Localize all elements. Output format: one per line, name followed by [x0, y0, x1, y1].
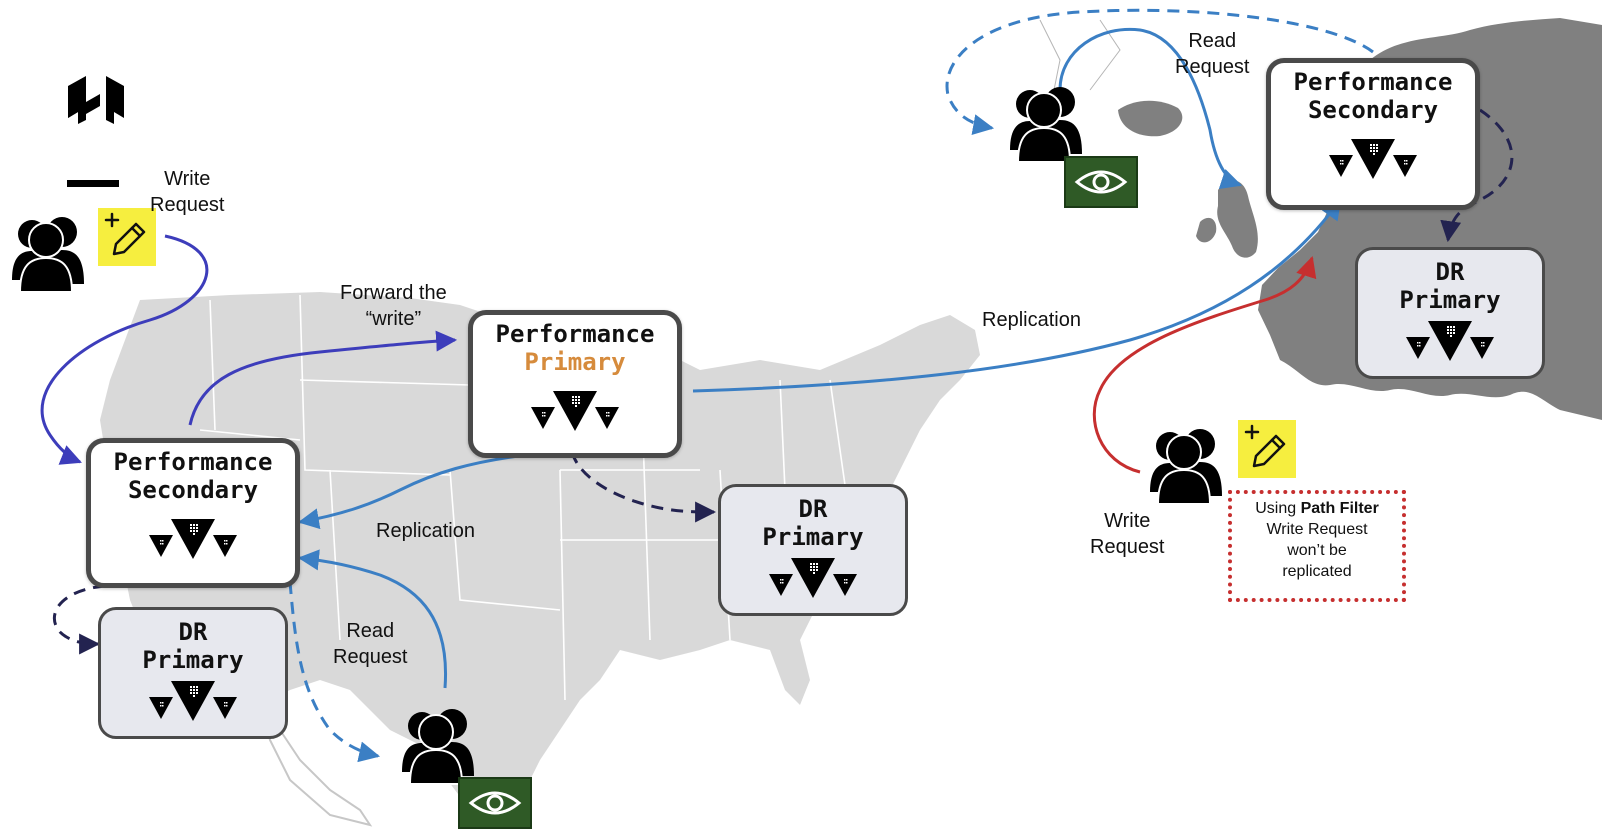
greenland-coast-2: [1089, 19, 1121, 91]
node-eu-performance-secondary: Performance Secondary: [1266, 58, 1480, 210]
vault-triangles-icon: [1329, 139, 1417, 179]
read-dashed-arrow-us: [288, 581, 381, 763]
note-line-1: Using Path Filter: [1232, 498, 1402, 519]
note-line-2: Write Request: [1266, 521, 1368, 538]
label-line: “write”: [365, 308, 422, 330]
vault-triangles-icon: [149, 681, 237, 721]
node-title-line2: Primary: [142, 646, 244, 674]
users-icon: [401, 708, 475, 785]
label-line: Read: [346, 620, 395, 642]
node-eu-dr-primary: DR Primary: [1355, 247, 1545, 379]
label-forward-write: Forward the “write”: [340, 280, 447, 332]
forward-write-arrow: [188, 330, 458, 426]
dr-dashed-arrow-center: [570, 451, 717, 523]
edit-pencil-icon: [1236, 418, 1298, 480]
label-line: Request: [150, 194, 225, 216]
vault-triangles-icon: [149, 519, 237, 559]
label-line: Write: [164, 168, 211, 190]
edit-pencil-icon: [96, 206, 158, 268]
header-rule: [67, 180, 119, 187]
dr-dashed-arrow-west: [53, 584, 106, 655]
node-title-line2: Primary: [524, 348, 626, 376]
node-title-line2: Primary: [1399, 286, 1501, 314]
vault-triangles-icon: [531, 391, 619, 431]
users-icon: [11, 216, 85, 293]
label-write-request-eu: Write Request: [1090, 508, 1165, 560]
node-title-line1: Performance: [495, 320, 655, 348]
label-line: Forward the: [340, 282, 447, 304]
node-title-line2: Primary: [762, 523, 864, 551]
node-title-line1: Performance: [113, 448, 273, 476]
node-title-line1: DR: [798, 495, 828, 523]
note-bold: Path Filter: [1300, 500, 1379, 517]
label-line: Request: [1090, 536, 1165, 558]
label-replication-us: Replication: [376, 520, 475, 542]
node-title-line1: DR: [178, 618, 208, 646]
note-line-4: replicated: [1282, 563, 1352, 580]
eye-icon: [1063, 155, 1139, 209]
path-filter-note: Using Path Filter Write Request won’t be…: [1228, 490, 1406, 602]
node-title-line2: Secondary: [1307, 96, 1439, 124]
label-line: Read: [1188, 30, 1237, 52]
iceland-map: [1118, 100, 1183, 137]
label-read-request-eu: Read Request: [1175, 28, 1250, 80]
baja-outline: [259, 699, 373, 827]
hashicorp-logo-icon: [68, 76, 124, 124]
read-request-arrow-eu: [1058, 27, 1242, 189]
node-title-line2: Secondary: [127, 476, 259, 504]
node-title-line1: Performance: [1293, 68, 1453, 96]
node-us-dr-primary-center: DR Primary: [718, 484, 908, 616]
users-icon: [1009, 86, 1083, 163]
label-line: Request: [1175, 56, 1250, 78]
node-title-line1: DR: [1435, 258, 1465, 286]
note-line-3: won’t be: [1287, 542, 1347, 559]
dr-dashed-arrow-eu: [1440, 108, 1514, 243]
vault-triangles-icon: [1406, 321, 1494, 361]
label-write-request-west: Write Request: [150, 166, 225, 218]
label-read-request-us: Read Request: [333, 618, 408, 670]
label-line: Request: [333, 646, 408, 668]
vault-triangles-icon: [769, 558, 857, 598]
britain-map: [1196, 180, 1258, 258]
write-request-arrow-west: [40, 234, 209, 465]
node-us-performance-secondary: Performance Secondary: [86, 438, 300, 588]
read-dashed-arrow-eu: [945, 8, 1374, 135]
replication-arrow-atlantic: [692, 198, 1342, 393]
node-us-performance-primary: Performance Primary: [468, 310, 682, 458]
users-icon: [1149, 428, 1223, 505]
replication-arrow-us: [297, 451, 546, 530]
eye-icon: [457, 776, 533, 830]
filtered-write-arrow-eu: [1092, 255, 1317, 474]
label-line: Write: [1104, 510, 1151, 532]
read-request-arrow-us: [297, 549, 448, 689]
us-map: [100, 292, 980, 820]
note-prefix: Using: [1255, 500, 1301, 517]
label-replication-atlantic: Replication: [982, 309, 1081, 331]
node-us-dr-primary-west: DR Primary: [98, 607, 288, 739]
